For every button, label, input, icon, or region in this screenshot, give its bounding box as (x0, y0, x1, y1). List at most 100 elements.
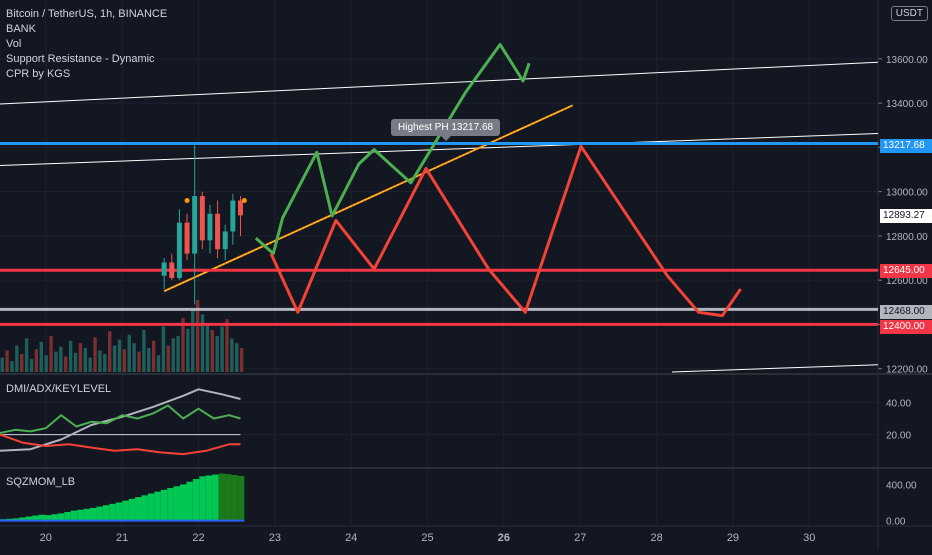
volume-bar (186, 328, 190, 372)
dmi-axis-label: 20.00 (886, 431, 911, 442)
volume-bar (54, 351, 58, 372)
price-axis-label: 12800.00 (886, 232, 928, 243)
sqzmom-bar (57, 513, 65, 521)
volume-bar (112, 345, 117, 372)
sqzmom-bar (32, 515, 39, 521)
volume-bar (200, 314, 205, 372)
volume-bar (161, 326, 166, 372)
indicator-cpr[interactable]: CPR by KGS (6, 68, 71, 80)
price-tag-13217: 13217.68 (880, 139, 932, 153)
highest-ph-tooltip: Highest PH 13217.68 (391, 119, 501, 141)
indicator-vol[interactable]: Vol (6, 38, 22, 50)
time-axis-label: 25 (421, 532, 433, 544)
volume-bar (220, 326, 224, 372)
sqzmom-bar (225, 474, 232, 521)
trendline-dash (164, 105, 573, 292)
time-axis-label: 28 (650, 532, 662, 544)
volume-bar (44, 355, 48, 372)
price-tag-12468: 12468.00 (880, 305, 932, 319)
volume-bar (225, 319, 229, 372)
volume-bar (171, 338, 175, 372)
adx-line (0, 388, 241, 452)
sqzmom-bar (115, 502, 123, 521)
sqzmom-bar (167, 488, 174, 521)
time-axis-label: 23 (269, 532, 281, 544)
indicator-bank[interactable]: BANK (6, 23, 36, 35)
pivot-marker (241, 198, 247, 204)
sqzmom-bar (218, 473, 226, 521)
sqzmom-bar (122, 500, 129, 521)
sqzmom-pane-title[interactable]: SQZMOM_LB (6, 476, 76, 488)
sqzmom-bar (154, 491, 161, 521)
price-axis-label: 13400.00 (886, 99, 928, 110)
price-axis-label: 13600.00 (886, 55, 928, 66)
candle-body (215, 213, 221, 250)
dmi-pane-title[interactable]: DMI/ADX/KEYLEVEL (6, 383, 112, 395)
sqzmom-bar (141, 495, 148, 521)
volume-bar (24, 338, 29, 372)
currency-button[interactable]: USDT (890, 6, 928, 21)
volume-bar (49, 336, 53, 372)
chart-legend: Bitcoin / TetherUS, 1h, BINANCE BANK Vol… (6, 7, 167, 82)
volume-bar (68, 340, 73, 372)
time-axis-label: 20 (40, 532, 52, 544)
sqzmom-bar (199, 476, 206, 521)
sqzmom-bar (160, 489, 168, 521)
volume-bar (59, 346, 63, 372)
volume-bar (39, 342, 43, 372)
channel-line (0, 133, 879, 167)
sqzmom-bar (102, 505, 110, 521)
volume-bar (0, 357, 4, 372)
price-axis-label: 12200.00 (886, 365, 928, 376)
sqzmom-bar (19, 517, 26, 521)
volume-bar (151, 340, 156, 372)
candle-body (237, 200, 243, 216)
sqzmom-bar (64, 512, 71, 521)
channel-line (0, 61, 879, 105)
volume-bar (195, 300, 200, 372)
time-axis-label: 27 (574, 532, 586, 544)
volume-bar (215, 336, 219, 372)
volume-bar (93, 337, 97, 372)
candle-body (192, 196, 198, 254)
sqzmom-bar (83, 508, 91, 521)
price-axis-label: 12600.00 (886, 276, 928, 287)
candle-body (169, 262, 175, 278)
symbol-title[interactable]: Bitcoin / TetherUS, 1h, BINANCE (6, 8, 168, 20)
volume-bar (156, 355, 161, 372)
volume-bar (117, 339, 122, 372)
sqzmom-bar (192, 479, 200, 521)
volume-bar (88, 357, 92, 372)
volume-bar (210, 330, 214, 372)
di-plus-line (0, 404, 241, 434)
volume-bar (73, 352, 78, 372)
volume-bar (29, 358, 34, 372)
sqzmom-bar (173, 486, 181, 521)
sqzmom-bar (45, 515, 52, 521)
sqzmom-bar (38, 514, 46, 521)
volume-bar (176, 336, 180, 372)
candle-body (176, 222, 182, 278)
indicator-support-resistance[interactable]: Support Resistance - Dynamic (6, 53, 155, 65)
volume-bar (235, 343, 239, 372)
sqzmom-bar (180, 484, 187, 521)
time-axis-label: 30 (803, 532, 815, 544)
dmi-axis-label: 40.00 (886, 398, 911, 409)
sqzmom-bar (135, 497, 142, 521)
sqzmom-bar (70, 510, 78, 521)
volume-bar (147, 348, 151, 372)
time-axis-label: 26 (498, 532, 510, 544)
volume-bar (5, 350, 9, 372)
sqzmom-bar (51, 514, 58, 521)
candle-body (161, 262, 167, 276)
time-axis-label: 21 (116, 532, 128, 544)
volume-bar (230, 338, 234, 372)
volume-bar (107, 331, 112, 372)
volume-bar (166, 345, 171, 372)
candle-body (207, 213, 213, 241)
sqzmom-axis-label: 400.00 (886, 480, 917, 491)
volume-bar (132, 343, 136, 372)
sqzmom-bar (12, 518, 20, 521)
